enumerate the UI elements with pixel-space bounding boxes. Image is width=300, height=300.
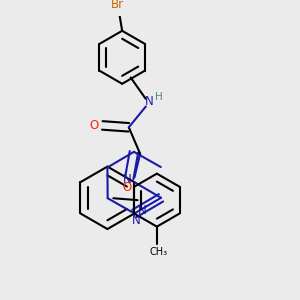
Text: N: N	[132, 214, 141, 227]
Text: N: N	[122, 173, 131, 186]
Text: O: O	[89, 119, 98, 132]
Text: O: O	[123, 181, 132, 194]
Text: Br: Br	[111, 0, 124, 11]
Text: H: H	[155, 92, 163, 102]
Text: CH₃: CH₃	[150, 247, 168, 257]
Text: N: N	[138, 204, 146, 217]
Text: N: N	[145, 95, 154, 108]
